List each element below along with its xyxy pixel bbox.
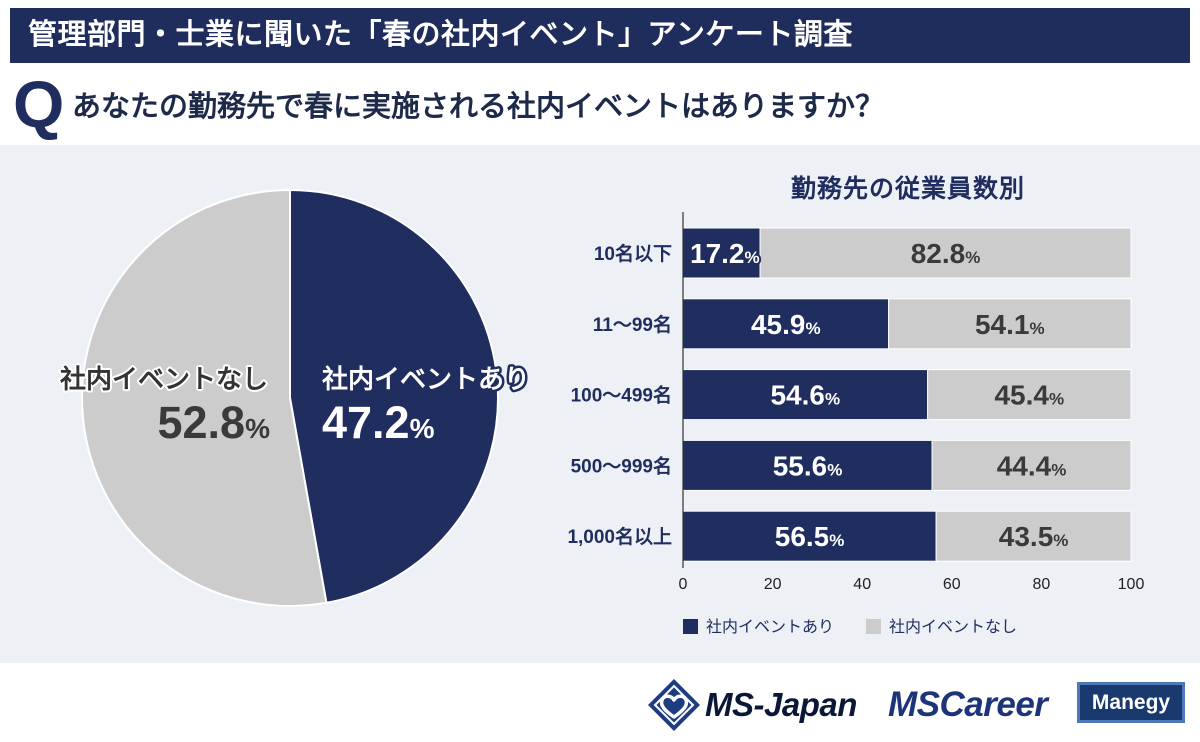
bar-value-label: 55.6%	[773, 450, 843, 481]
bar-segment-without-event	[931, 439, 1132, 491]
pie-value-unit: %	[245, 413, 270, 444]
bar-value-label: 54.6%	[770, 380, 840, 411]
bar-value-unit: %	[965, 248, 980, 267]
bar-value-label: 44.4%	[997, 450, 1067, 481]
bar-value-label: 45.4%	[994, 380, 1064, 411]
bar-value-label: 45.9%	[751, 309, 821, 340]
bar-value-label: 54.1%	[975, 309, 1045, 340]
bar-value-label: 17.2%	[690, 238, 760, 269]
pie-value-with-event: 47.2%	[322, 397, 435, 448]
bar-value-number: 17.2	[690, 238, 745, 269]
ms-career-logo-text: MSCareer	[888, 685, 1048, 724]
stacked-bar-chart: 勤務先の従業員数別 10名以下 11〜99名 100〜499名 500〜999名 1,0…	[567, 174, 1144, 593]
x-tick-label: 0	[679, 576, 688, 593]
bar-value-unit: %	[1049, 390, 1064, 409]
legend-item-with-event: 社内イベントあり	[683, 618, 834, 638]
bar-value-number: 56.5	[775, 521, 830, 552]
bar-segment-with-event	[682, 369, 929, 421]
x-tick-label: 20	[764, 576, 782, 593]
pie-value-unit: %	[410, 413, 435, 444]
category-label: 10名以下	[594, 242, 672, 265]
category-label: 1,000名以上	[567, 525, 672, 548]
legend-swatch-with-event	[683, 619, 698, 634]
bar-segment-with-event	[682, 510, 937, 562]
x-tick-label: 40	[853, 576, 871, 593]
pie-value-without-event: 52.8%	[158, 397, 271, 448]
category-label: 11〜99名	[593, 313, 672, 336]
pie-label-without-event: 社内イベントなし	[60, 364, 268, 394]
ms-japan-logo-text: MS-Japan	[705, 686, 857, 723]
bar-value-number: 82.8	[911, 238, 966, 269]
legend-label-with-event: 社内イベントあり	[706, 619, 835, 636]
legend-item-without-event: 社内イベントなし	[866, 618, 1017, 638]
bar-value-label: 56.5%	[775, 521, 845, 552]
bar-segment-without-event	[927, 369, 1132, 421]
bar-value-number: 44.4	[997, 450, 1052, 481]
bar-segment-without-event	[888, 298, 1132, 350]
bar-value-unit: %	[745, 248, 760, 267]
bar-value-labels: 17.2% 82.8%45.9% 54.1%54.6% 45.4%55.6% 44.4%…	[688, 236, 1069, 554]
bar-value-unit: %	[829, 531, 844, 550]
x-axis-ticks: 0 20 40 60 80 100	[679, 576, 1145, 593]
title-bar: 管理部門・士業に聞いた「春の社内イベント」アンケート調査	[10, 8, 1190, 63]
bar-value-number: 45.9	[751, 309, 806, 340]
bar-value-number: 54.6	[770, 380, 825, 411]
bar-value-number: 55.6	[773, 450, 828, 481]
bar-value-unit: %	[1051, 460, 1066, 479]
pie-value-number: 52.8	[158, 397, 246, 448]
bar-value-unit: %	[827, 460, 842, 479]
bar-marks: 10名以下 11〜99名 100〜499名 500〜999名 1,000名以上	[567, 227, 1132, 562]
manegy-logo: Manegy	[1077, 682, 1185, 723]
pie-chart: 社内イベントあり 47.2% 社内イベントなし 52.8%	[58, 188, 533, 607]
bar-value-number: 43.5	[999, 521, 1054, 552]
x-tick-label: 100	[1118, 576, 1145, 593]
bar-chart-title: 勤務先の従業員数別	[791, 174, 1025, 203]
category-label: 100〜499名	[571, 384, 672, 407]
pie-label-with-event: 社内イベントあり	[322, 364, 530, 394]
pie-slice-with-event	[289, 188, 499, 604]
bar-segment-with-event	[682, 227, 761, 279]
bar-value-unit: %	[805, 319, 820, 338]
x-tick-label: 80	[1033, 576, 1051, 593]
bar-value-label: 82.8%	[911, 238, 981, 269]
ms-japan-logo-icon	[648, 679, 700, 731]
bar-segment-without-event	[935, 510, 1132, 562]
bar-value-number: 54.1	[975, 309, 1030, 340]
question-marker: Q	[13, 67, 65, 141]
bar-value-unit: %	[1053, 531, 1068, 550]
legend-label-without-event: 社内イベントなし	[889, 619, 1018, 636]
page-title: 管理部門・士業に聞いた「春の社内イベント」アンケート調査	[28, 19, 853, 51]
legend-swatch-without-event	[866, 619, 881, 634]
bar-value-unit: %	[1029, 319, 1044, 338]
pie-slice-without-event	[81, 188, 328, 607]
bar-value-label: 43.5%	[999, 521, 1069, 552]
pie-value-number: 47.2	[322, 397, 410, 448]
x-tick-label: 60	[943, 576, 961, 593]
bar-segment-without-event	[759, 227, 1132, 279]
category-label: 500〜999名	[571, 454, 672, 477]
question-text: あなたの勤務先で春に実施される社内イベントはありますか？	[72, 91, 885, 123]
bar-segment-with-event	[682, 298, 890, 350]
bar-value-number: 45.4	[994, 380, 1049, 411]
bar-value-unit: %	[825, 390, 840, 409]
